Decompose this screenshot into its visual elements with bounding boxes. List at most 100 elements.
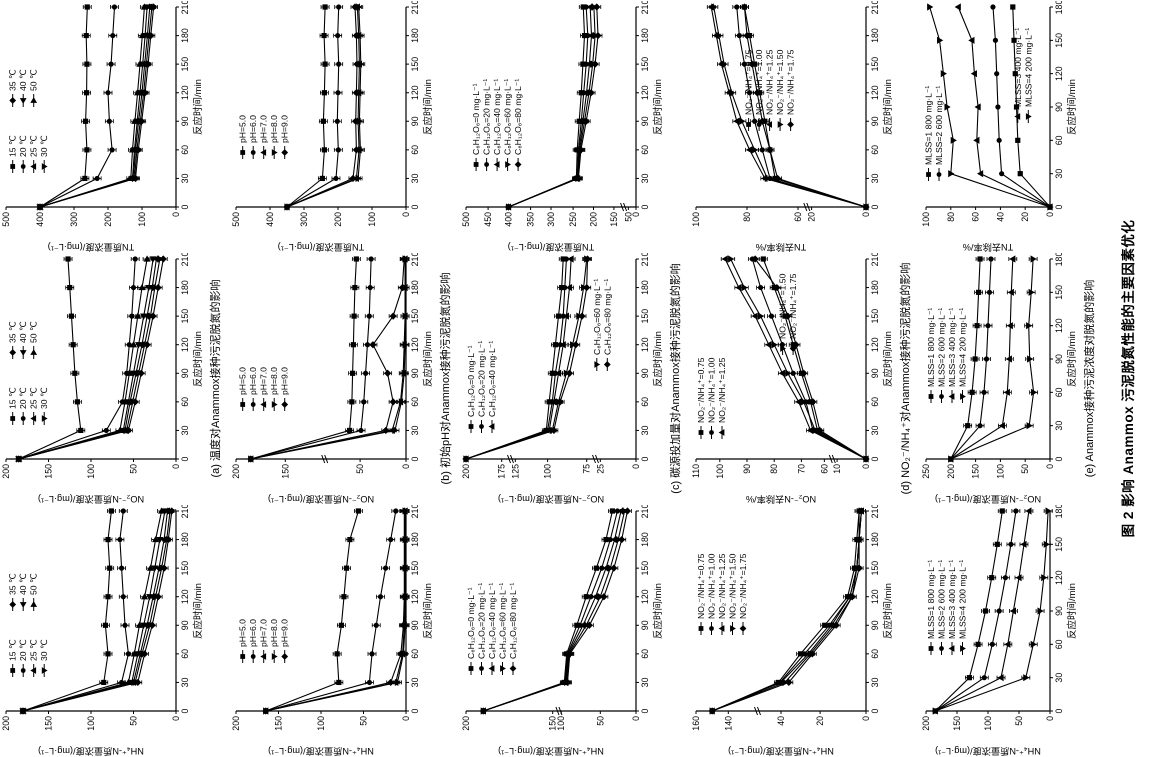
- svg-text:150: 150: [870, 309, 880, 324]
- svg-text:200: 200: [461, 716, 471, 731]
- legend: pH=5.0 pH=6.0 pH=7.0 pH=8.0 pH=9.0: [238, 619, 290, 663]
- y-axis-label: NH₄⁺-N质量浓度/(mg·L⁻¹): [268, 746, 374, 757]
- svg-text:0: 0: [180, 456, 190, 461]
- svg-text:90: 90: [180, 368, 190, 378]
- svg-text:50: 50: [355, 464, 365, 474]
- svg-text:100: 100: [691, 212, 701, 227]
- svg-text:MLSS=3 400 mg·L⁻¹: MLSS=3 400 mg·L⁻¹: [947, 560, 957, 639]
- svg-text:180: 180: [410, 532, 420, 547]
- figure-row-a: 0 30 60 90 120 150 180 210 反应时间/min 0 50 100 150 200 N…: [0, 0, 230, 757]
- svg-text:500: 500: [461, 212, 471, 227]
- subcaption-e: (e) Anammox接种污泥浓度对脱氮的影响: [1084, 279, 1096, 478]
- legend: MLSS=3 400 mg·L⁻¹ MLSS=4 200 mg·L⁻¹: [1013, 28, 1033, 123]
- svg-text:C₆H₁₂O₆=80 mg·L⁻¹: C₆H₁₂O₆=80 mg·L⁻¹: [508, 583, 518, 659]
- svg-text:30: 30: [640, 173, 650, 183]
- svg-text:100: 100: [367, 212, 377, 227]
- chart-d-nh4: 0 30 60 90 120 150 180 210 反应时间/min 0 20 40 140 160 NH…: [691, 505, 894, 757]
- svg-text:pH=5.0: pH=5.0: [238, 115, 248, 143]
- svg-text:C₆H₁₂O₆=20 mg·L⁻¹: C₆H₁₂O₆=20 mg·L⁻¹: [477, 341, 487, 417]
- svg-text:150: 150: [180, 561, 190, 576]
- svg-text:MLSS=3 400 mg·L⁻¹: MLSS=3 400 mg·L⁻¹: [947, 308, 957, 387]
- chart-d-tn: 0 30 60 90 120 150 180 210 反应时间/min 0 20 60 80 100 TN去…: [691, 1, 894, 253]
- svg-text:180: 180: [1054, 505, 1064, 518]
- svg-text:180: 180: [180, 280, 190, 295]
- svg-text:210: 210: [640, 1, 650, 14]
- svg-text:20 ℃: 20 ℃: [18, 387, 28, 409]
- chart-b-nh4: 0 30 60 90 120 150 180 210 反应时间/min 0 50 100 150 200 N…: [231, 505, 434, 757]
- svg-text:180: 180: [180, 28, 190, 43]
- svg-text:150: 150: [410, 57, 420, 72]
- svg-text:180: 180: [870, 280, 880, 295]
- svg-text:90: 90: [870, 368, 880, 378]
- svg-text:30 ℃: 30 ℃: [39, 135, 49, 157]
- svg-text:400: 400: [265, 212, 275, 227]
- svg-text:80: 80: [769, 464, 779, 474]
- svg-text:60: 60: [793, 212, 803, 222]
- svg-text:0: 0: [410, 456, 420, 461]
- svg-text:C₆H₁₂O₆=0 mg·L⁻¹: C₆H₁₂O₆=0 mg·L⁻¹: [471, 83, 481, 155]
- svg-text:30: 30: [410, 677, 420, 687]
- legend: NO₂⁻/NH₄⁺=0.75 NO₂⁻/NH₄⁺=1.00 NO₂⁻/NH₄⁺=1.…: [744, 49, 796, 131]
- figure-row-c: 0 30 60 90 120 150 180 210 反应时间/min 0 50 100 150 200 N…: [460, 0, 690, 757]
- svg-text:C₆H₁₂O₆=60 mg·L⁻¹: C₆H₁₂O₆=60 mg·L⁻¹: [503, 79, 513, 155]
- svg-text:210: 210: [180, 253, 190, 266]
- svg-text:NO₂⁻/NH₄⁺=0.75: NO₂⁻/NH₄⁺=0.75: [744, 49, 754, 115]
- svg-text:180: 180: [640, 28, 650, 43]
- svg-text:200: 200: [231, 464, 241, 479]
- svg-text:30: 30: [180, 425, 190, 435]
- svg-text:120: 120: [180, 337, 190, 352]
- svg-text:pH=8.0: pH=8.0: [269, 619, 279, 647]
- svg-text:200: 200: [589, 212, 599, 227]
- svg-text:150: 150: [870, 561, 880, 576]
- svg-text:180: 180: [870, 532, 880, 547]
- svg-text:120: 120: [410, 337, 420, 352]
- svg-text:15 ℃: 15 ℃: [8, 387, 18, 409]
- svg-text:0: 0: [861, 716, 871, 721]
- svg-text:30: 30: [640, 677, 650, 687]
- svg-text:C₆H₁₂O₆=40 mg·L⁻¹: C₆H₁₂O₆=40 mg·L⁻¹: [487, 341, 497, 417]
- svg-text:90: 90: [410, 620, 420, 630]
- svg-text:C₆H₁₂O₆=60 mg·L⁻¹: C₆H₁₂O₆=60 mg·L⁻¹: [592, 279, 602, 355]
- svg-text:NO₂⁻/NH₄⁺=1.25: NO₂⁻/NH₄⁺=1.25: [717, 357, 727, 423]
- svg-text:pH=9.0: pH=9.0: [280, 619, 290, 647]
- svg-text:60: 60: [180, 397, 190, 407]
- svg-text:MLSS=1 800 mg·L⁻¹: MLSS=1 800 mg·L⁻¹: [924, 86, 934, 165]
- svg-text:0: 0: [631, 212, 641, 217]
- x-axis-label: 反应时间/min: [1066, 79, 1078, 135]
- svg-text:120: 120: [1054, 318, 1064, 333]
- svg-text:150: 150: [44, 464, 54, 479]
- subcaption-d: (d) NO₂⁻/NH₄⁺对Anammox接种污泥脱氮的影响: [900, 262, 912, 495]
- svg-text:210: 210: [640, 505, 650, 518]
- svg-text:150: 150: [609, 212, 619, 227]
- y-axis-label: NH₄⁺-N质量浓度/(mg·L⁻¹): [38, 746, 144, 757]
- svg-text:0: 0: [1045, 716, 1055, 721]
- legend: NO₂⁻/NH₄⁺=0.75 NO₂⁻/NH₄⁺=1.00 NO₂⁻/NH₄⁺=1.…: [696, 553, 748, 635]
- legend: 35 ℃ 40 ℃ 50 ℃: [8, 69, 39, 107]
- svg-text:150: 150: [1054, 285, 1064, 300]
- svg-text:30: 30: [870, 425, 880, 435]
- y-axis-label: NO₂⁻-N质量浓度/(mg·L⁻¹): [935, 494, 1041, 505]
- chart-e-no2: 0 30 60 90 120 150 180 反应时间/min 0 50 100 150 200 250 N…: [921, 253, 1078, 505]
- svg-text:150: 150: [870, 57, 880, 72]
- figure-caption: 图 2 影响 Anammox 污泥脱氮性能的主要因素优化: [1121, 219, 1136, 538]
- legend: C₆H₁₂O₆=0 mg·L⁻¹ C₆H₁₂O₆=20 mg·L⁻¹ C₆H₁₂O₆…: [466, 583, 518, 675]
- svg-text:90: 90: [870, 620, 880, 630]
- figure-row-e: 0 30 60 90 120 150 180 反应时间/min 0 50 100 150 200 NH₄⁺…: [920, 0, 1103, 757]
- svg-text:160: 160: [691, 716, 701, 731]
- chart-a-tn: 0 30 60 90 120 150 180 210 反应时间/min 0 100 200 300 400…: [1, 1, 204, 253]
- svg-text:100: 100: [921, 212, 931, 227]
- legend: pH=5.0 pH=6.0 pH=7.0 pH=8.0 pH=9.0: [238, 115, 290, 159]
- svg-text:180: 180: [180, 532, 190, 547]
- svg-text:120: 120: [640, 589, 650, 604]
- svg-text:350: 350: [526, 212, 536, 227]
- svg-text:0: 0: [1054, 708, 1064, 713]
- charts-row-e: 0 30 60 90 120 150 180 反应时间/min 0 50 100 150 200 NH₄⁺…: [920, 0, 1080, 757]
- svg-text:30: 30: [180, 173, 190, 183]
- svg-text:200: 200: [231, 716, 241, 731]
- svg-text:15 ℃: 15 ℃: [8, 135, 18, 157]
- svg-text:90: 90: [742, 464, 752, 474]
- legend: C₆H₁₂O₆=60 mg·L⁻¹ C₆H₁₂O₆=80 mg·L⁻¹: [592, 279, 612, 371]
- svg-text:150: 150: [1054, 33, 1064, 48]
- svg-text:pH=8.0: pH=8.0: [269, 367, 279, 395]
- svg-text:0: 0: [171, 212, 181, 217]
